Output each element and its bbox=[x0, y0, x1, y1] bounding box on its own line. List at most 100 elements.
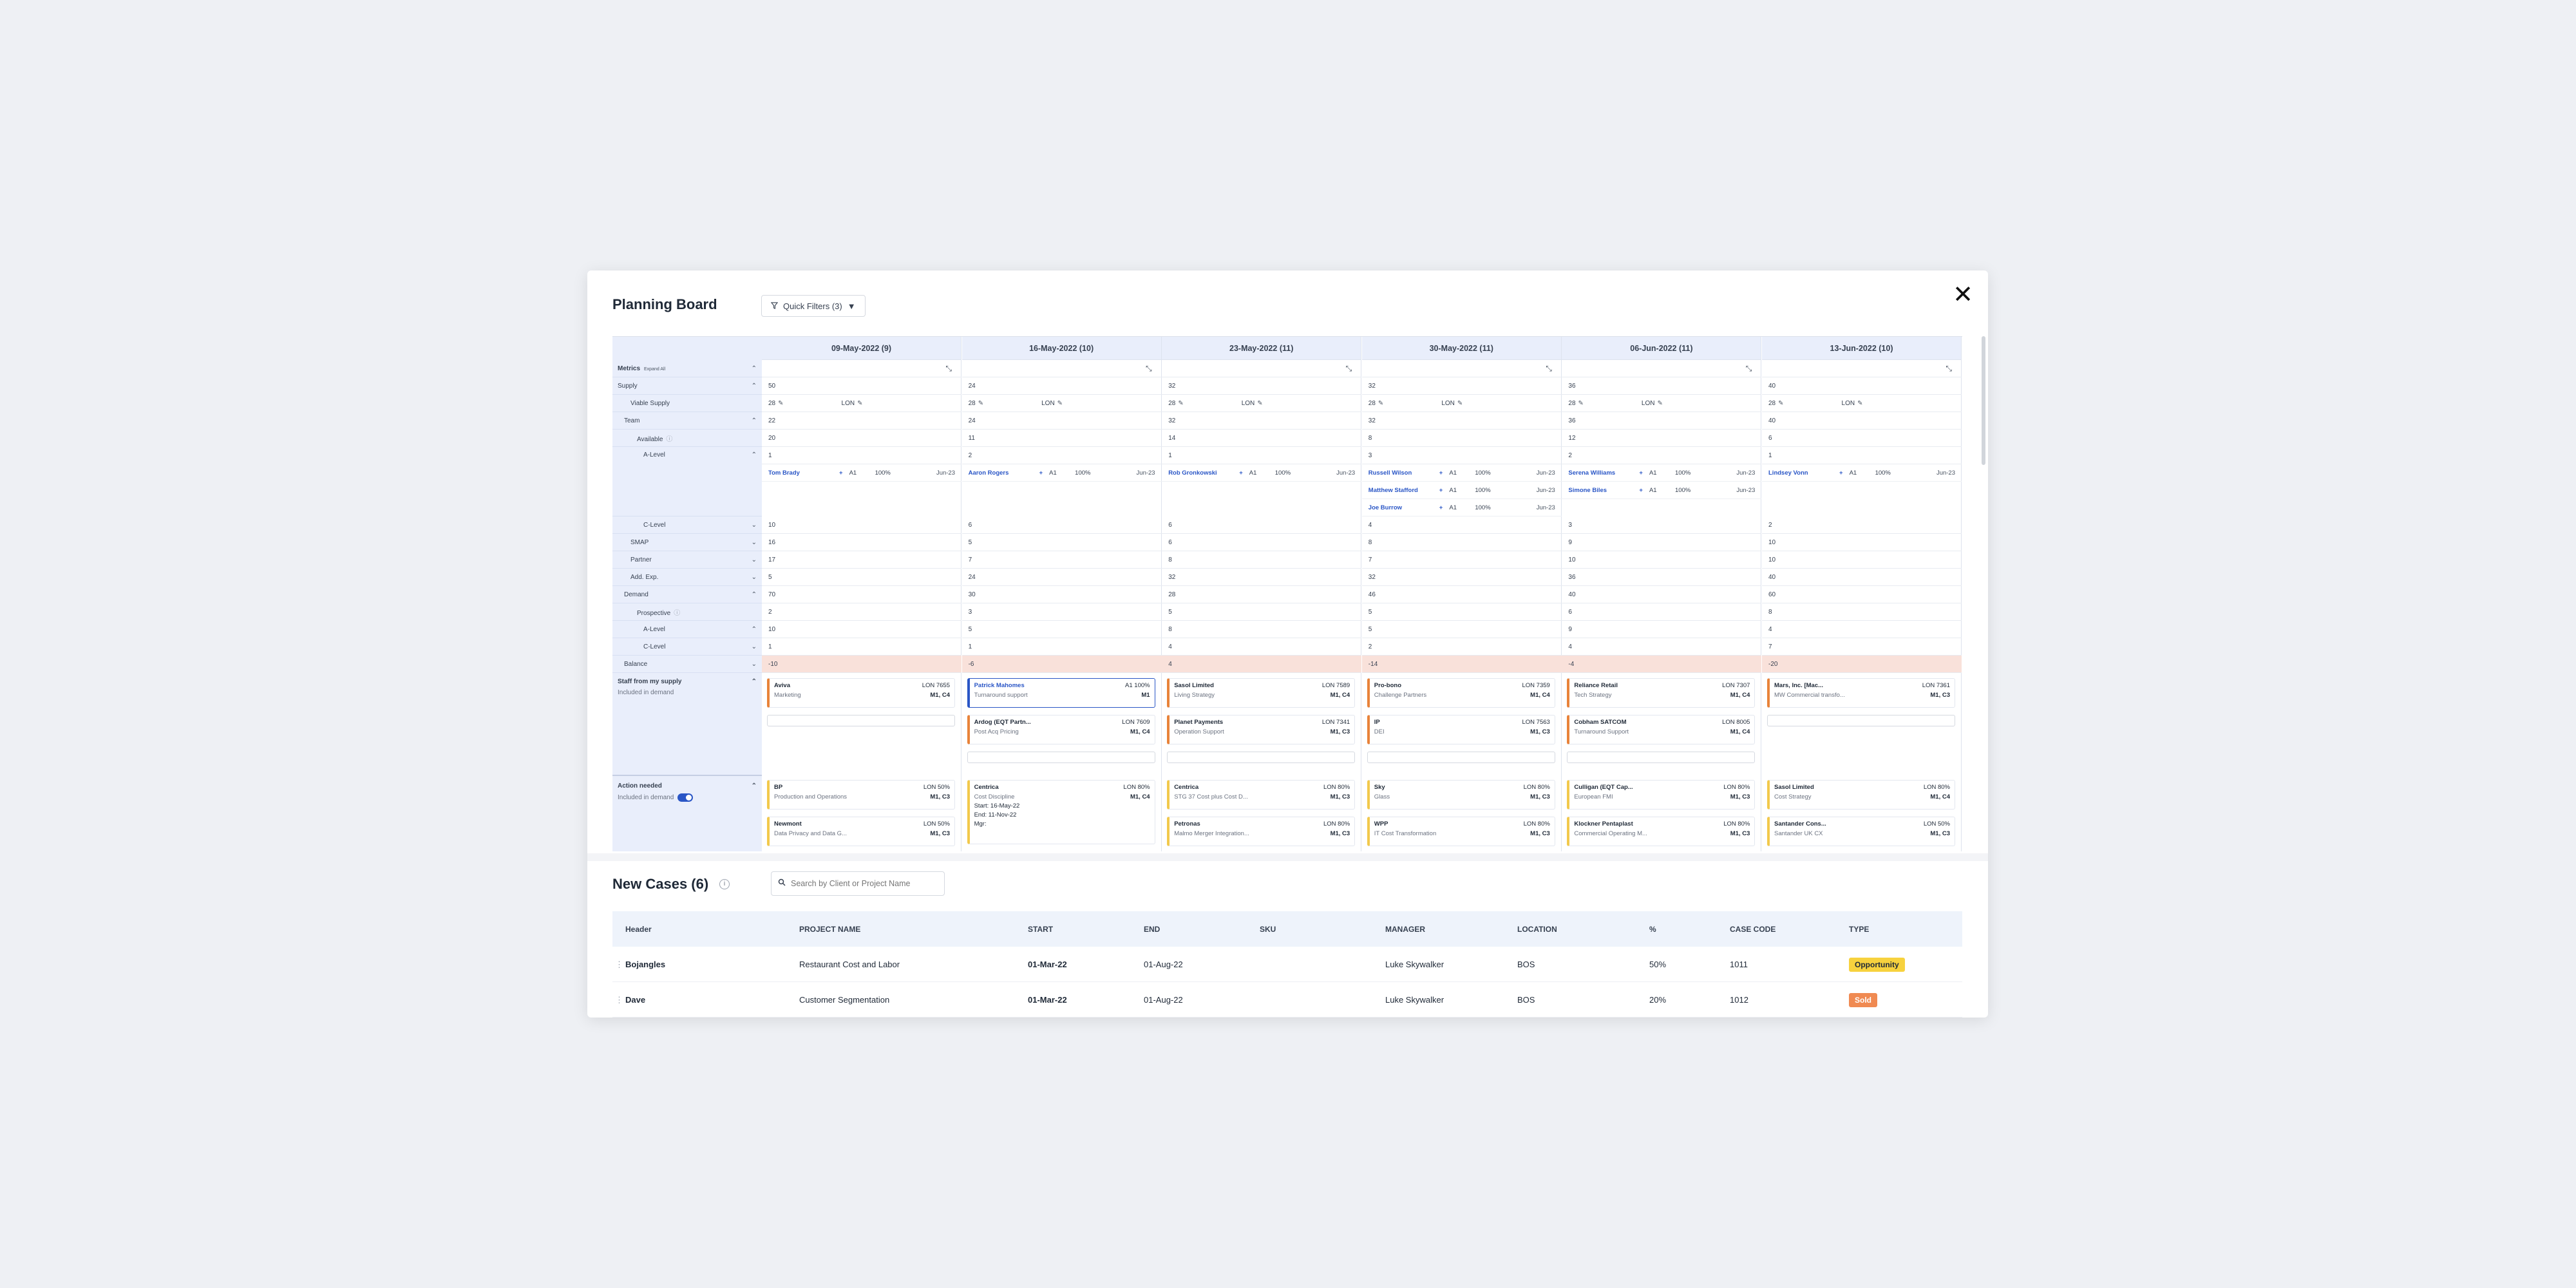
search-box[interactable] bbox=[771, 871, 945, 896]
scrollbar[interactable] bbox=[1982, 336, 1985, 465]
sidebar-row-supply[interactable]: Supply ⌃ bbox=[612, 377, 762, 395]
table-row[interactable]: ⋮ Dave Customer Segmentation 01-Mar-22 01-Au… bbox=[612, 982, 1962, 1018]
sidebar-row-smap[interactable]: SMAP ⌄ bbox=[612, 534, 762, 551]
drag-handle-icon[interactable]: ⋮ bbox=[615, 994, 623, 1005]
person-name[interactable]: Tom Brady bbox=[768, 469, 800, 477]
pencil-icon[interactable]: ✎ bbox=[1457, 399, 1463, 407]
add-icon[interactable]: + bbox=[1639, 469, 1643, 477]
pencil-icon[interactable]: ✎ bbox=[1378, 399, 1384, 407]
staff-card[interactable]: Sasol Limited LON 7589 Living Strategy M1, … bbox=[1167, 678, 1356, 708]
add-icon[interactable]: + bbox=[1839, 469, 1843, 477]
staff-card[interactable]: Cobham SATCOM LON 8005 Turnaround Support M… bbox=[1567, 715, 1756, 744]
staff-card[interactable]: Pro-bono LON 7359 Challenge Partners M1, C4 bbox=[1367, 678, 1555, 708]
chevron-icon[interactable]: ⌄ bbox=[751, 538, 757, 546]
add-icon[interactable]: + bbox=[1639, 486, 1643, 494]
sidebar-row-partner[interactable]: Partner ⌄ bbox=[612, 551, 762, 569]
panel-divider[interactable] bbox=[587, 853, 1988, 861]
action-card[interactable]: Petronas LON 80% Malmo Merger Integration.… bbox=[1167, 817, 1356, 846]
chevron-icon[interactable]: ⌃ bbox=[751, 382, 757, 390]
chevron-icon[interactable]: ⌄ bbox=[751, 660, 757, 668]
person-row[interactable]: Matthew Stafford + A1 100% Jun-23 bbox=[1361, 482, 1562, 499]
action-card[interactable]: WPP LON 80% IT Cost Transformation M1, C3 bbox=[1367, 817, 1555, 846]
pencil-icon[interactable]: ✎ bbox=[978, 399, 984, 407]
sidebar-row-alevel2[interactable]: A-Level ⌃ bbox=[612, 621, 762, 638]
info-icon[interactable]: ⓘ bbox=[666, 435, 673, 443]
quick-filters-button[interactable]: Quick Filters (3) ▼ bbox=[761, 295, 866, 317]
action-card[interactable]: Sky LON 80% Glass M1, C3 bbox=[1367, 780, 1555, 810]
add-icon[interactable]: + bbox=[1039, 469, 1043, 477]
staff-card[interactable]: Reliance Retail LON 7307 Tech Strategy M1, … bbox=[1567, 678, 1756, 708]
expand-icon[interactable]: ⤡ bbox=[1946, 364, 1952, 373]
drop-slot[interactable] bbox=[1167, 752, 1356, 763]
person-row[interactable]: Simone Biles + A1 100% Jun-23 bbox=[1562, 482, 1762, 499]
person-row[interactable]: Lindsey Vonn + A1 100% Jun-23 bbox=[1762, 464, 1962, 482]
pencil-icon[interactable]: ✎ bbox=[778, 399, 784, 407]
staff-card[interactable]: Patrick Mahomes A1 100% Turnaround support… bbox=[967, 678, 1155, 708]
person-row[interactable]: Aaron Rogers + A1 100% Jun-23 bbox=[961, 464, 1162, 482]
pencil-icon[interactable]: ✎ bbox=[857, 399, 863, 407]
person-row[interactable]: Rob Gronkowski + A1 100% Jun-23 bbox=[1162, 464, 1362, 482]
chevron-icon[interactable]: ⌃ bbox=[751, 365, 757, 372]
action-card[interactable]: BP LON 50% Production and Operations M1, C3 bbox=[767, 780, 955, 810]
person-name[interactable]: Aaron Rogers bbox=[968, 469, 1009, 477]
expand-all-link[interactable]: Expand All bbox=[644, 366, 666, 372]
expand-icon[interactable]: ⤡ bbox=[1345, 364, 1352, 373]
chevron-up-icon[interactable]: ⌃ bbox=[751, 678, 757, 685]
person-name[interactable]: Simone Biles bbox=[1568, 486, 1607, 494]
close-icon[interactable]: ✕ bbox=[1953, 281, 1973, 308]
sidebar-row-clevel[interactable]: C-Level ⌄ bbox=[612, 516, 762, 534]
pencil-icon[interactable]: ✎ bbox=[1778, 399, 1784, 407]
sidebar-row-metrics[interactable]: Metrics Expand All ⌃ bbox=[612, 360, 762, 377]
action-card[interactable]: Klockner Pentaplast LON 80% Commercial Ope… bbox=[1567, 817, 1756, 846]
action-card[interactable]: Sasol Limited LON 80% Cost Strategy M1, C4 bbox=[1767, 780, 1955, 810]
person-row[interactable]: Joe Burrow + A1 100% Jun-23 bbox=[1361, 499, 1562, 516]
table-row[interactable]: ⋮ Bojangles Restaurant Cost and Labor 01-Ma… bbox=[612, 947, 1962, 982]
chevron-icon[interactable]: ⌄ bbox=[751, 643, 757, 650]
drop-slot[interactable] bbox=[1367, 752, 1555, 763]
action-card[interactable]: Newmont LON 50% Data Privacy and Data G...… bbox=[767, 817, 955, 846]
person-name[interactable]: Russell Wilson bbox=[1368, 469, 1412, 477]
sidebar-row-team[interactable]: Team ⌃ bbox=[612, 412, 762, 430]
add-icon[interactable]: + bbox=[1439, 504, 1443, 511]
staff-card[interactable]: IP LON 7563 DEI M1, C3 bbox=[1367, 715, 1555, 744]
drag-handle-icon[interactable]: ⋮ bbox=[615, 959, 623, 969]
action-card[interactable]: Santander Cons... LON 50% Santander UK CX M… bbox=[1767, 817, 1955, 846]
drop-slot[interactable] bbox=[1767, 715, 1955, 726]
chevron-icon[interactable]: ⌄ bbox=[751, 521, 757, 529]
person-name[interactable]: Lindsey Vonn bbox=[1768, 469, 1808, 477]
info-icon[interactable]: i bbox=[719, 879, 730, 889]
search-input[interactable] bbox=[791, 879, 933, 888]
chevron-icon[interactable]: ⌃ bbox=[751, 451, 757, 459]
person-name[interactable]: Joe Burrow bbox=[1368, 504, 1403, 511]
staff-card[interactable]: Aviva LON 7655 Marketing M1, C4 bbox=[767, 678, 955, 708]
person-row[interactable]: Serena Williams + A1 100% Jun-23 bbox=[1562, 464, 1762, 482]
pencil-icon[interactable]: ✎ bbox=[1857, 399, 1863, 407]
pencil-icon[interactable]: ✎ bbox=[1657, 399, 1663, 407]
add-icon[interactable]: + bbox=[1239, 469, 1243, 477]
add-icon[interactable]: + bbox=[1439, 469, 1443, 477]
person-row[interactable]: Tom Brady + A1 100% Jun-23 bbox=[762, 464, 961, 482]
chevron-up-icon[interactable]: ⌃ bbox=[751, 782, 757, 790]
sidebar-row-clevel2[interactable]: C-Level ⌄ bbox=[612, 638, 762, 656]
expand-icon[interactable]: ⤡ bbox=[1145, 364, 1152, 373]
expand-icon[interactable]: ⤡ bbox=[1546, 364, 1552, 373]
expand-icon[interactable]: ⤡ bbox=[1745, 364, 1752, 373]
action-card[interactable]: Centrica LON 80% STG 37 Cost plus Cost D..… bbox=[1167, 780, 1356, 810]
add-icon[interactable]: + bbox=[839, 469, 843, 477]
pencil-icon[interactable]: ✎ bbox=[1178, 399, 1184, 407]
person-name[interactable]: Rob Gronkowski bbox=[1168, 469, 1217, 477]
sidebar-row-demand[interactable]: Demand ⌃ bbox=[612, 586, 762, 603]
sidebar-row-balance[interactable]: Balance ⌄ bbox=[612, 656, 762, 673]
sidebar-row-addexp[interactable]: Add. Exp. ⌄ bbox=[612, 569, 762, 586]
staff-card[interactable]: Mars, Inc. [Mac... LON 7361 MW Commercial … bbox=[1767, 678, 1955, 708]
person-name[interactable]: Serena Williams bbox=[1568, 469, 1616, 477]
included-toggle[interactable] bbox=[677, 793, 694, 802]
action-card[interactable]: Centrica LON 80% Cost Discipline M1, C4 Star… bbox=[967, 780, 1155, 844]
chevron-icon[interactable]: ⌄ bbox=[751, 556, 757, 564]
pencil-icon[interactable]: ✎ bbox=[1057, 399, 1063, 407]
info-icon[interactable]: ⓘ bbox=[674, 609, 681, 617]
add-icon[interactable]: + bbox=[1439, 486, 1443, 494]
chevron-icon[interactable]: ⌃ bbox=[751, 625, 757, 633]
chevron-icon[interactable]: ⌃ bbox=[751, 417, 757, 424]
drop-slot[interactable] bbox=[967, 752, 1155, 763]
